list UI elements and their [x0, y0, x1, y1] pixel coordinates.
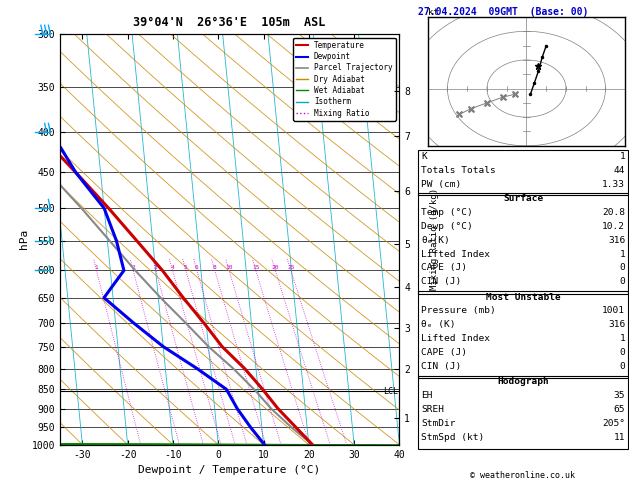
Y-axis label: hPa: hPa: [19, 229, 28, 249]
Text: 6: 6: [195, 265, 199, 270]
Text: 0: 0: [620, 278, 625, 286]
Text: SREH: SREH: [421, 405, 445, 414]
Text: Lifted Index: Lifted Index: [421, 334, 491, 343]
Text: CIN (J): CIN (J): [421, 278, 462, 286]
Text: 1: 1: [94, 265, 98, 270]
Text: θₑ (K): θₑ (K): [421, 320, 456, 330]
Text: Pressure (mb): Pressure (mb): [421, 307, 496, 315]
Text: CAPE (J): CAPE (J): [421, 348, 467, 357]
Text: Most Unstable: Most Unstable: [486, 293, 560, 302]
Text: 316: 316: [608, 236, 625, 245]
Text: 1: 1: [620, 152, 625, 161]
Text: CAPE (J): CAPE (J): [421, 263, 467, 273]
Text: 0: 0: [620, 362, 625, 371]
Text: 35: 35: [614, 391, 625, 400]
Text: 4: 4: [170, 265, 174, 270]
Text: 3: 3: [154, 265, 158, 270]
Text: 2: 2: [131, 265, 135, 270]
Text: 39°04'N  26°36'E  105m  ASL: 39°04'N 26°36'E 105m ASL: [133, 16, 326, 29]
Text: 10.2: 10.2: [602, 222, 625, 231]
Text: 20: 20: [272, 265, 279, 270]
Text: 20.8: 20.8: [602, 208, 625, 217]
Text: 11: 11: [614, 433, 625, 442]
Text: 15: 15: [252, 265, 260, 270]
Text: 10: 10: [225, 265, 233, 270]
Text: StmSpd (kt): StmSpd (kt): [421, 433, 485, 442]
Text: LCL: LCL: [384, 387, 399, 396]
Text: 0: 0: [620, 263, 625, 273]
Text: Hodograph: Hodograph: [498, 377, 549, 386]
Text: Surface: Surface: [503, 194, 543, 203]
Text: Temp (°C): Temp (°C): [421, 208, 473, 217]
Text: Mixing Ratio (g/kg): Mixing Ratio (g/kg): [430, 188, 438, 291]
Text: 25: 25: [287, 265, 294, 270]
Text: θₑ(K): θₑ(K): [421, 236, 450, 245]
Text: 0: 0: [620, 348, 625, 357]
Text: 1: 1: [620, 334, 625, 343]
Text: 5: 5: [184, 265, 187, 270]
Text: Totals Totals: Totals Totals: [421, 166, 496, 175]
Text: kt: kt: [428, 8, 438, 17]
Text: 44: 44: [614, 166, 625, 175]
Text: 65: 65: [614, 405, 625, 414]
Text: K: K: [421, 152, 427, 161]
Y-axis label: km
ASL: km ASL: [431, 17, 449, 38]
Text: StmDir: StmDir: [421, 419, 456, 428]
Text: Dewp (°C): Dewp (°C): [421, 222, 473, 231]
Text: Lifted Index: Lifted Index: [421, 250, 491, 259]
Text: 8: 8: [213, 265, 217, 270]
Text: 1: 1: [620, 250, 625, 259]
X-axis label: Dewpoint / Temperature (°C): Dewpoint / Temperature (°C): [138, 465, 321, 475]
Legend: Temperature, Dewpoint, Parcel Trajectory, Dry Adiabat, Wet Adiabat, Isotherm, Mi: Temperature, Dewpoint, Parcel Trajectory…: [293, 38, 396, 121]
Text: 205°: 205°: [602, 419, 625, 428]
Text: PW (cm): PW (cm): [421, 180, 462, 189]
Text: EH: EH: [421, 391, 433, 400]
Text: 27.04.2024  09GMT  (Base: 00): 27.04.2024 09GMT (Base: 00): [418, 7, 589, 17]
Text: © weatheronline.co.uk: © weatheronline.co.uk: [470, 471, 574, 480]
Text: 1.33: 1.33: [602, 180, 625, 189]
Text: 1001: 1001: [602, 307, 625, 315]
Text: 316: 316: [608, 320, 625, 330]
Text: CIN (J): CIN (J): [421, 362, 462, 371]
